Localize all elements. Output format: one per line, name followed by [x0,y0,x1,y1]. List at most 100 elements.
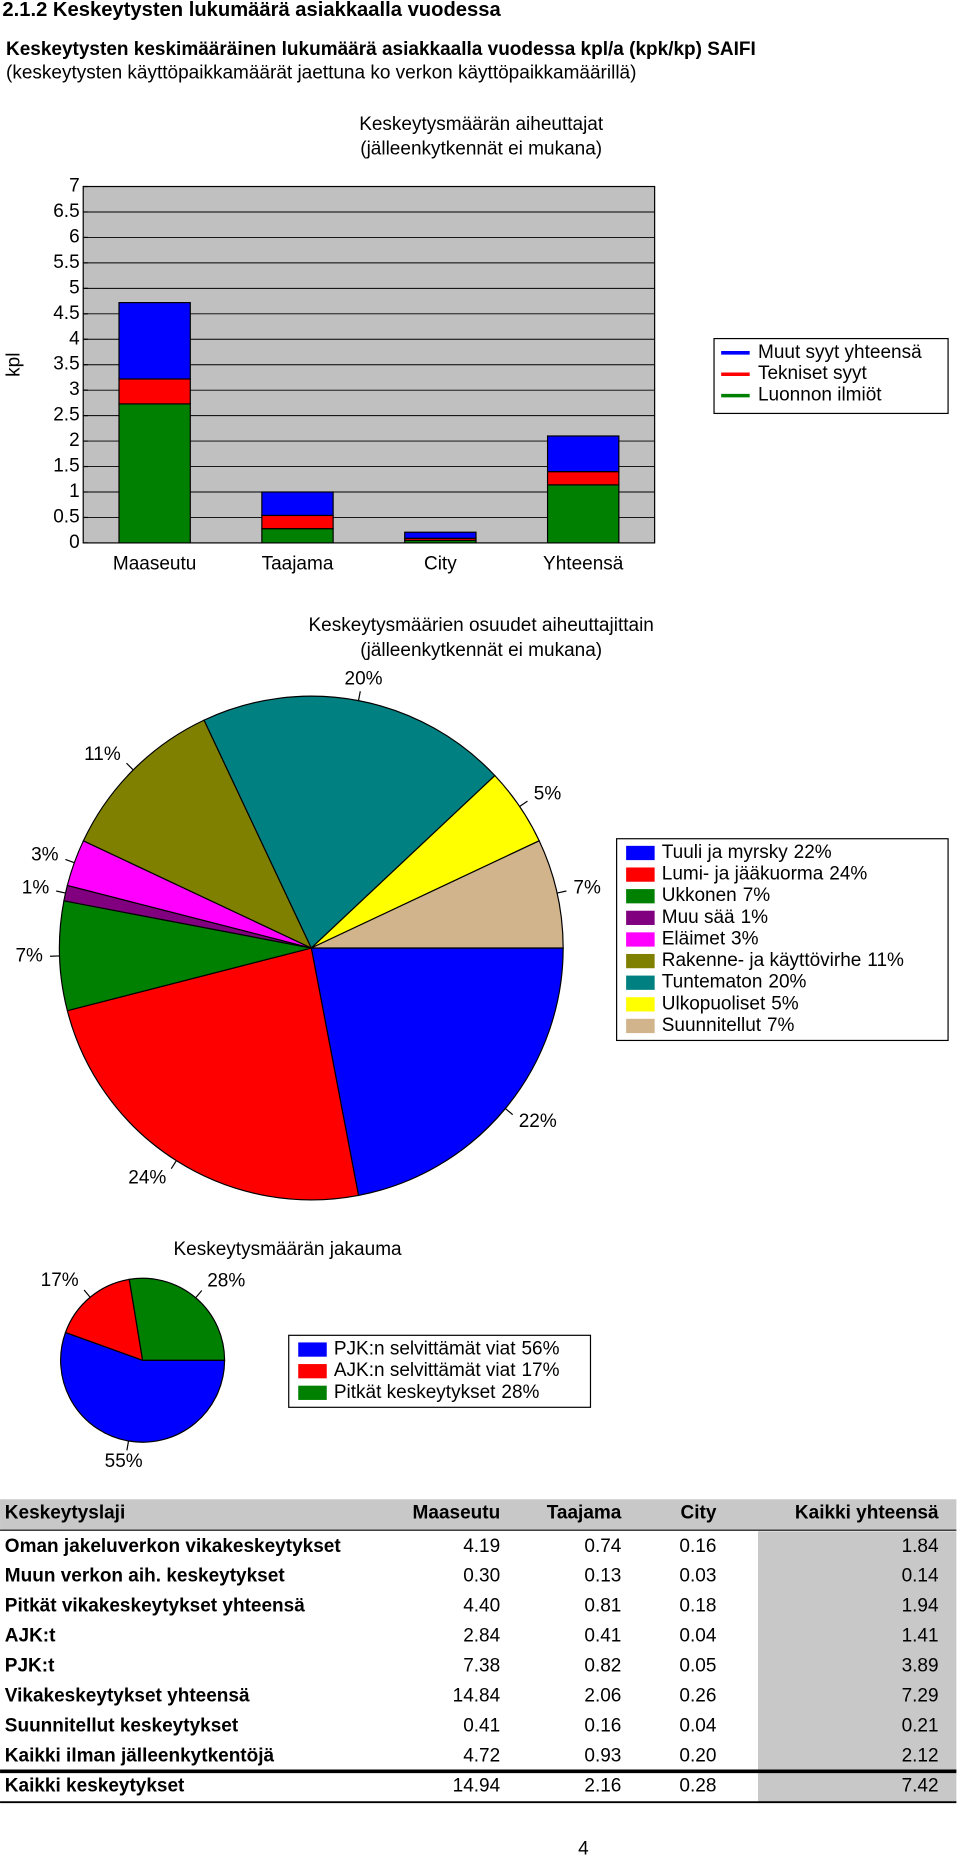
table-cell: 0.74 [584,1536,621,1557]
label-tick [126,1440,130,1451]
bar-segment [261,491,334,517]
pie-slice [311,839,564,949]
legend-value: 17% [521,1360,559,1381]
legend-value: 20% [768,972,806,993]
table-cell: 0.04 [679,1626,716,1647]
bar-segment [261,514,334,530]
y-tick-label: 4.5 [53,303,79,324]
table-cell: 4.40 [463,1596,500,1617]
chart-subtitle: (jälleenkytkennät ei mukana) [360,640,602,661]
column-header: City [681,1503,717,1524]
bar-segment [546,471,620,486]
table-cell: 0.16 [584,1715,621,1736]
row-label: Suunnitellut keskeytykset [5,1715,239,1736]
legend-swatch [626,845,655,861]
legend-value: 11% [867,950,904,971]
slice-label: 5% [534,783,562,804]
legend-value: 3% [731,928,759,949]
table-cell: 0.41 [463,1715,500,1736]
legend-value: 1% [741,907,769,928]
column-header: Keskeytyslaji [5,1503,125,1524]
table-cell: 1.94 [902,1596,939,1617]
bar-segment [118,302,191,380]
bar-segment [546,484,620,544]
legend-label: Tekniset syyt [758,363,867,384]
total-column-bg [757,1531,957,1803]
table-cell: 0.41 [584,1626,621,1647]
label-tick [83,1289,91,1298]
y-tick-label: 0.5 [53,506,79,527]
row-label: Kaikki keskeytykset [5,1775,185,1796]
pie-slice [82,719,313,950]
pie-slice [64,1278,144,1362]
legend-value: 24% [829,864,867,885]
legend-label: Pitkät keskeytykset 28% [334,1382,540,1403]
legend-label: Tuntematon 20% [662,972,807,993]
table-cell: 2.12 [902,1745,939,1766]
pie-slice [66,947,360,1201]
label-tick [126,762,134,771]
legend-label: Suunnitellut 7% [662,1015,795,1036]
table-cell: 2.16 [584,1775,621,1796]
chart-title: Keskeytysmäärän aiheuttajat [359,114,604,135]
legend-box [713,337,949,415]
legend-name: Tuuli ja myrsky [662,842,788,863]
table-cell: 0.81 [584,1596,621,1617]
slice-label: 17% [41,1270,79,1291]
legend-label: PJK:n selvittämät viat 56% [334,1339,560,1360]
legend-value: 28% [501,1382,539,1403]
pie-slice [310,947,564,1197]
y-tick-label: 1.5 [53,456,79,477]
legend-label: Ulkopuoliset 5% [662,993,799,1014]
legend-name: Muu sää [662,907,735,928]
label-tick [357,691,361,701]
slice-label: 20% [345,669,383,690]
table-cell: 0.20 [679,1745,716,1766]
table-cell: 7.42 [902,1775,939,1796]
table-cell: 0.03 [679,1566,716,1587]
legend-label: Muut syyt yhteensä [758,342,922,363]
section-title: 2.1.2 Keskeytysten lukumäärä asiakkaalla… [2,0,501,21]
legend-value: 7% [767,1015,795,1036]
y-tick-label: 3 [69,379,80,400]
column-header: Taajama [547,1503,622,1524]
legend-label: AJK:n selvittämät viat 17% [334,1360,560,1381]
legend-name: Suunnitellut [662,1015,762,1036]
legend-label: Luonnon ilmiöt [758,385,882,406]
bar-segment [546,435,620,473]
pie-slice [203,695,496,950]
slice-label: 1% [22,877,50,898]
legend-value: 7% [743,885,771,906]
table-cell: 0.26 [679,1685,716,1706]
pie-slice [128,1277,226,1361]
legend-name: Ukkonen [662,885,737,906]
legend-swatch [626,953,655,969]
legend-label: Eläimet 3% [662,928,759,949]
y-tick-label: 2 [69,430,80,451]
legend-label: Rakenne- ja käyttövirhe 11% [662,950,904,971]
legend-box [288,1334,592,1408]
legend-swatch [298,1385,327,1400]
slice-label: 24% [128,1168,166,1189]
legend-label: Ukkonen 7% [662,885,771,906]
row-label: Oman jakeluverkon vikakeskeytykset [5,1536,342,1557]
y-tick-label: 7 [69,176,80,197]
pie-slice [58,900,312,1012]
chart-title: Keskeytysmäärien osuudet aiheuttajittain [309,615,654,636]
table-cell: 7.29 [902,1685,939,1706]
label-tick [65,858,75,864]
chart-subtitle: (jälleenkytkennät ei mukana) [360,139,602,160]
row-label: Kaikki ilman jälleenkytkentöjä [5,1745,275,1766]
table-cell: 1.41 [902,1626,939,1647]
y-tick-label: 2.5 [53,405,79,426]
table-cell: 0.13 [584,1566,621,1587]
table-cell: 14.84 [453,1685,501,1706]
legend-name: Eläimet [662,928,726,949]
legend-swatch [626,1018,655,1034]
table-cell: 7.38 [463,1656,500,1677]
legend-swatch [298,1364,327,1379]
legend-name: Ulkopuoliset [662,993,766,1014]
label-tick [556,890,567,894]
